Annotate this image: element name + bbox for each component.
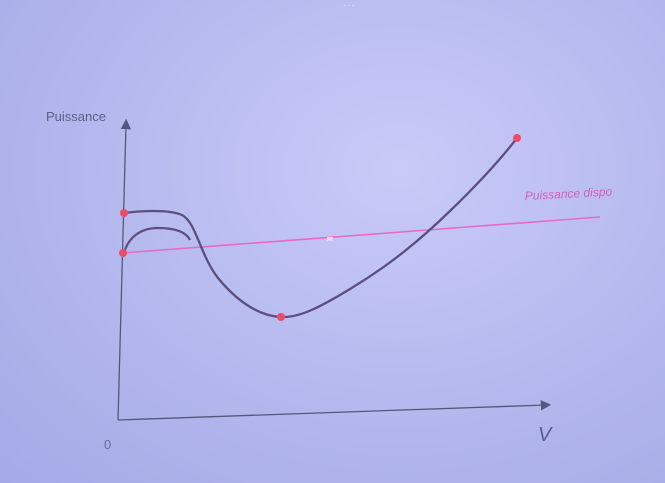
point-end — [513, 134, 521, 142]
point-line-start — [119, 249, 127, 257]
origin-label: 0 — [104, 437, 111, 452]
point-max-start — [120, 209, 128, 217]
y-axis — [117, 118, 132, 421]
power-curve — [123, 137, 518, 319]
available-power-label: Puissance dispo — [524, 184, 612, 203]
available-power-line — [121, 216, 601, 254]
line-tick-mark — [327, 237, 333, 241]
y-axis-label: Puissance — [46, 109, 106, 124]
window-dots: ··· — [343, 0, 356, 11]
x-axis-label: V — [538, 424, 553, 446]
secondary-curve — [122, 226, 191, 254]
x-axis — [117, 399, 552, 421]
point-minimum — [277, 313, 285, 321]
